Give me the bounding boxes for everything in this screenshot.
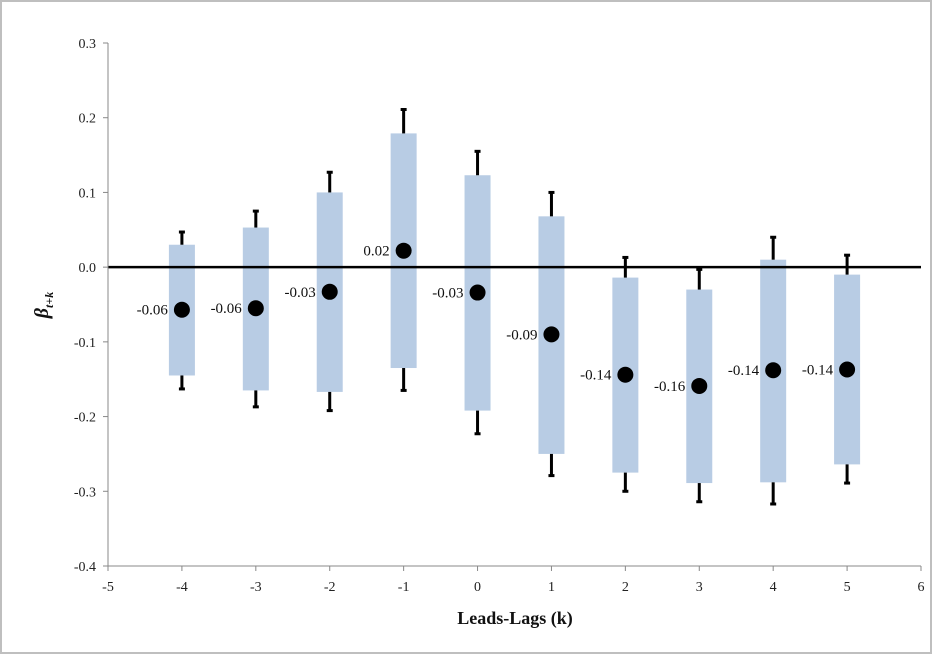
y-tick-label: -0.1 <box>74 336 96 351</box>
data-label: -0.09 <box>506 327 537 343</box>
estimate-point <box>765 362 782 379</box>
y-tick-label: 0.2 <box>79 112 97 127</box>
x-tick-label: 4 <box>770 580 777 595</box>
y-tick-label: -0.3 <box>74 485 96 500</box>
x-tick-label: -4 <box>176 580 188 595</box>
data-label: -0.03 <box>432 286 463 302</box>
x-tick-label: 5 <box>844 580 851 595</box>
y-tick-label: -0.2 <box>74 411 96 426</box>
estimate-point <box>395 242 412 259</box>
data-label: -0.14 <box>580 368 612 384</box>
data-label: -0.06 <box>211 301 243 317</box>
x-tick-label: 3 <box>696 580 703 595</box>
estimate-point <box>321 283 338 300</box>
y-tick-label: -0.4 <box>74 560 96 575</box>
estimate-point <box>469 284 486 301</box>
x-axis-title: Leads-Lags (k) <box>457 608 573 629</box>
estimate-point <box>617 366 634 383</box>
x-tick-label: 0 <box>474 580 481 595</box>
axes-layer <box>103 42 922 571</box>
estimate-point <box>173 301 190 318</box>
data-label: -0.14 <box>728 363 760 379</box>
data-label: -0.14 <box>802 363 834 379</box>
estimate-point <box>543 326 560 343</box>
estimate-point <box>247 300 264 317</box>
y-axis-title: βt+k <box>31 292 56 319</box>
boxes-layer <box>168 133 861 484</box>
tick-labels-layer: 0.3 0.2 0.1 0.0 -0.1 -0.2 -0.3 -0.4 -5 -4 -3 -2 -1 0 1… <box>74 37 925 595</box>
x-tick-label: 1 <box>548 580 555 595</box>
x-tick-label: 6 <box>918 580 925 595</box>
x-tick-label: -2 <box>324 580 336 595</box>
data-labels-layer: -0.06 -0.06 -0.03 0.02 -0.03 -0.09 -0.14 -0.16 -… <box>137 244 834 395</box>
data-label: 0.02 <box>363 244 389 260</box>
data-label: -0.06 <box>137 303 169 319</box>
estimate-point <box>839 361 856 378</box>
y-axis-title-main: β <box>31 307 53 319</box>
estimate-point <box>691 377 708 394</box>
x-tick-label: -1 <box>398 580 410 595</box>
x-tick-label: -3 <box>250 580 262 595</box>
whiskers-layer <box>178 107 851 506</box>
x-tick-label: 2 <box>622 580 629 595</box>
x-tick-label: -5 <box>102 580 114 595</box>
y-axis-title-subscript: t+k <box>42 292 56 308</box>
data-label: -0.16 <box>654 379 686 395</box>
y-tick-label: 0.1 <box>79 186 97 201</box>
data-label: -0.03 <box>284 285 315 301</box>
points-layer <box>173 242 856 394</box>
y-tick-label: 0.3 <box>79 37 97 52</box>
y-tick-label: 0.0 <box>79 261 97 276</box>
